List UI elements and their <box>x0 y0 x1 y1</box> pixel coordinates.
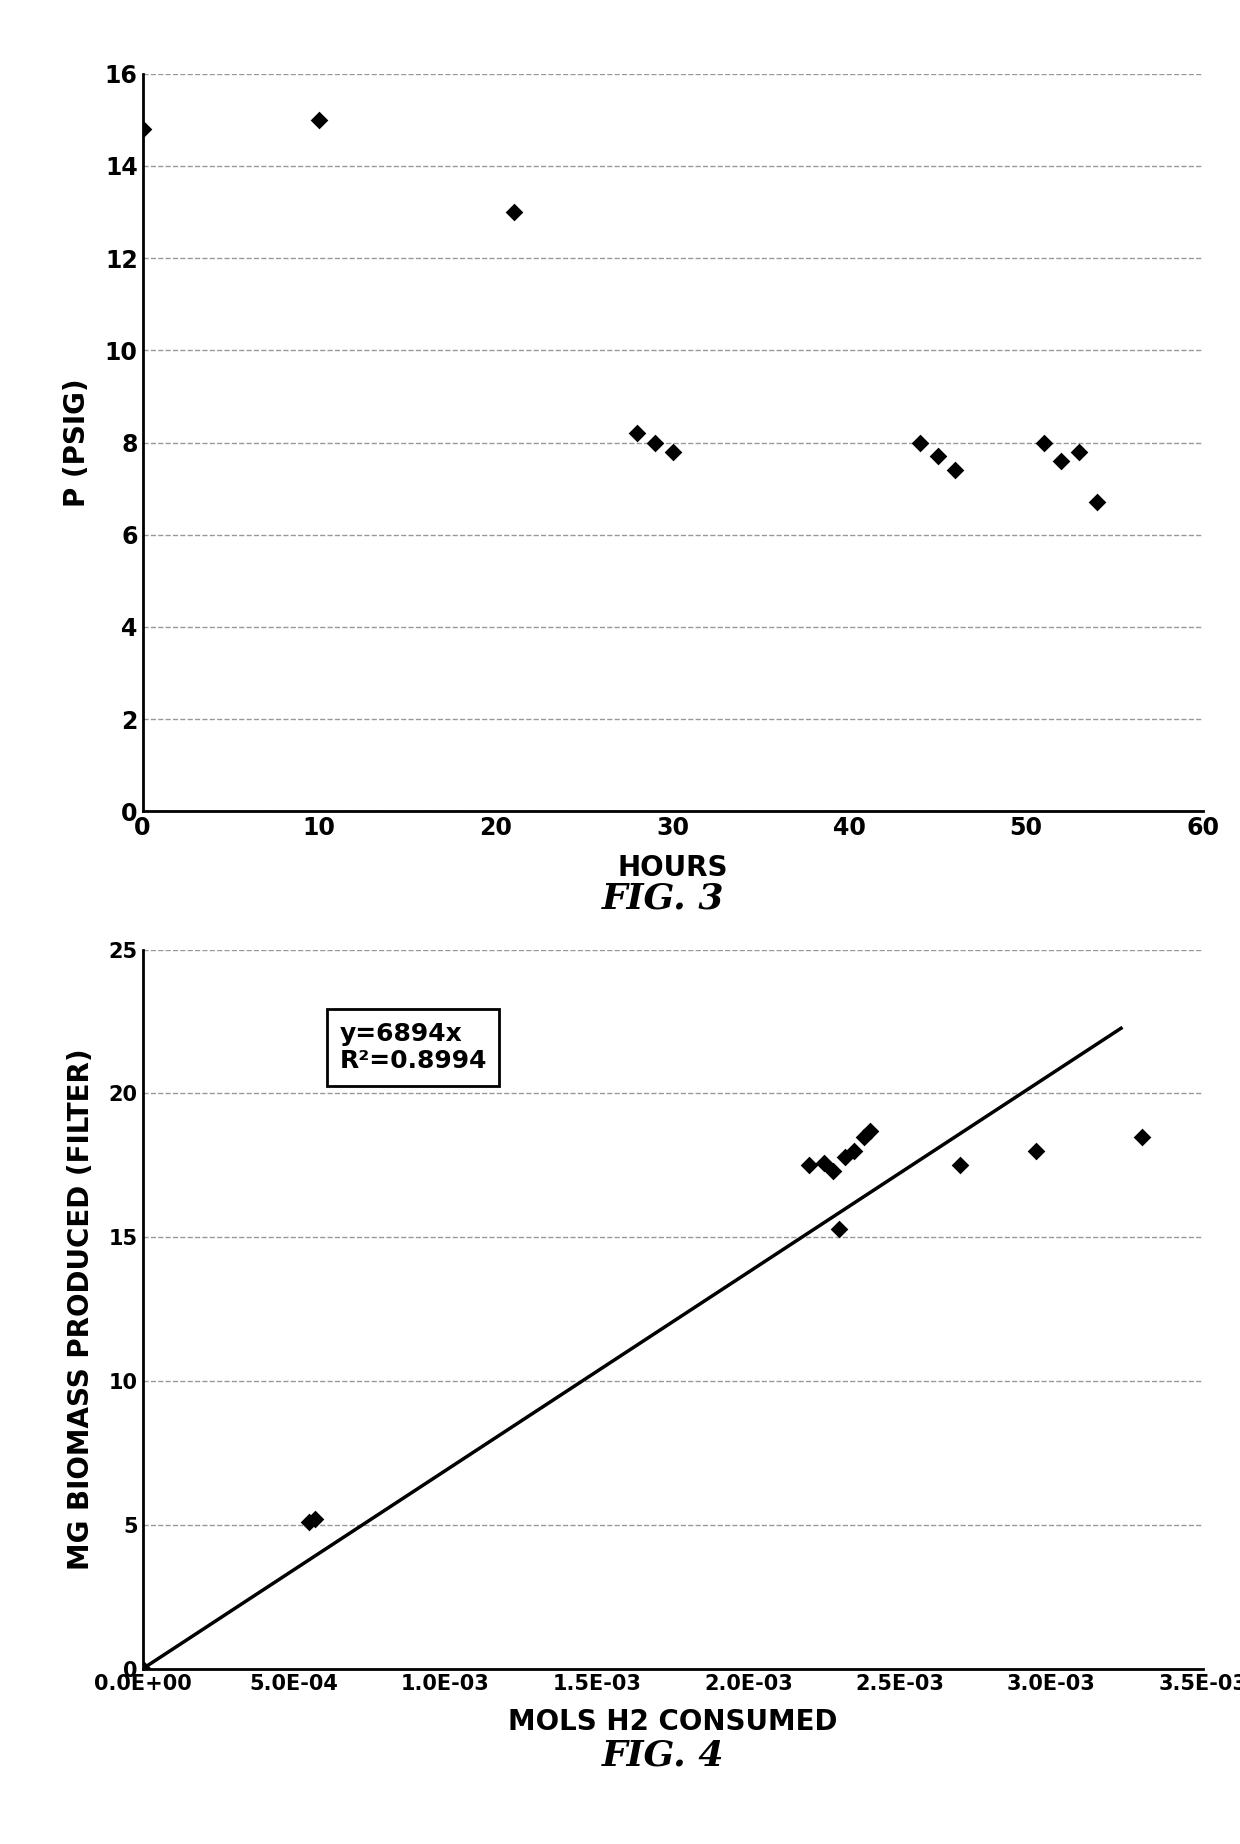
Point <box>1027 1136 1047 1165</box>
Point <box>1086 487 1106 516</box>
Point <box>1069 437 1089 467</box>
Point <box>503 197 523 227</box>
Point <box>859 1116 879 1145</box>
Point <box>1034 428 1054 457</box>
Text: y=6894x
R²=0.8994: y=6894x R²=0.8994 <box>340 1022 487 1073</box>
Point <box>133 1654 153 1684</box>
Point <box>310 105 330 135</box>
Text: FIG. 4: FIG. 4 <box>603 1739 724 1772</box>
Point <box>830 1213 849 1243</box>
Point <box>627 419 647 448</box>
Point <box>133 114 153 144</box>
Point <box>1132 1121 1152 1151</box>
Point <box>299 1507 319 1536</box>
Point <box>1052 446 1071 476</box>
Text: FIG. 3: FIG. 3 <box>603 881 724 915</box>
Point <box>645 428 665 457</box>
Point <box>305 1505 325 1534</box>
Point <box>844 1136 864 1165</box>
X-axis label: MOLS H2 CONSUMED: MOLS H2 CONSUMED <box>508 1708 837 1735</box>
Point <box>662 437 682 467</box>
X-axis label: HOURS: HOURS <box>618 854 728 881</box>
Y-axis label: P (PSIG): P (PSIG) <box>63 378 91 507</box>
Point <box>799 1151 818 1180</box>
Point <box>910 428 930 457</box>
Point <box>951 1151 971 1180</box>
Point <box>815 1147 835 1176</box>
Point <box>836 1141 856 1171</box>
Point <box>823 1156 843 1186</box>
Point <box>946 455 966 485</box>
Point <box>853 1121 873 1151</box>
Y-axis label: MG BIOMASS PRODUCED (FILTER): MG BIOMASS PRODUCED (FILTER) <box>67 1049 94 1569</box>
Point <box>928 441 947 470</box>
